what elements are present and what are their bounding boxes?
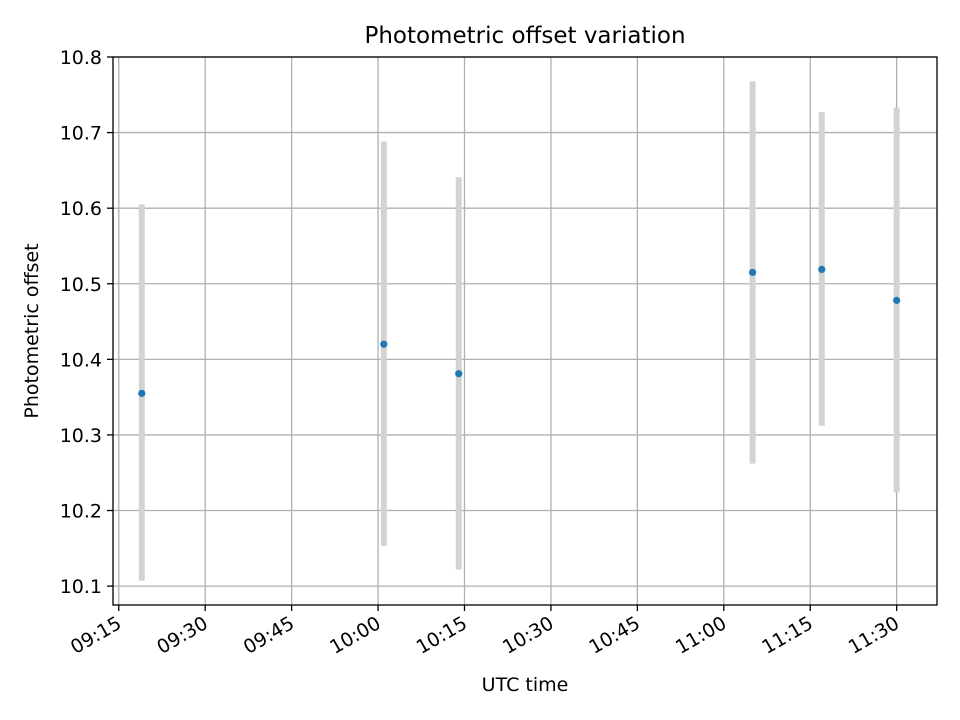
x-tick-label: 10:15 bbox=[413, 612, 471, 658]
x-tick-label: 11:00 bbox=[672, 612, 730, 658]
y-tick-label: 10.7 bbox=[60, 123, 102, 145]
y-tick-label: 10.1 bbox=[60, 576, 102, 598]
data-point bbox=[893, 296, 901, 304]
y-tick-label: 10.6 bbox=[60, 198, 102, 220]
x-tick-label: 09:15 bbox=[67, 612, 125, 658]
x-tick-label: 10:45 bbox=[585, 612, 643, 658]
data-point bbox=[818, 265, 826, 273]
x-axis-label: UTC time bbox=[482, 674, 569, 696]
x-tick-label: 11:15 bbox=[758, 612, 816, 658]
data-point bbox=[138, 389, 146, 397]
y-axis-label: Photometric offset bbox=[21, 243, 43, 418]
plot-frame bbox=[112, 56, 938, 606]
data-point bbox=[380, 340, 388, 348]
data-points bbox=[138, 265, 901, 397]
y-tick-label: 10.3 bbox=[60, 425, 102, 447]
x-tick-label: 10:00 bbox=[326, 612, 384, 658]
data-point bbox=[455, 370, 463, 378]
data-point bbox=[749, 268, 757, 277]
y-tick-label: 10.8 bbox=[60, 47, 102, 69]
y-tick-label: 10.4 bbox=[60, 349, 102, 371]
chart-title: Photometric offset variation bbox=[364, 23, 685, 49]
x-axis-ticks: 09:15 09:30 09:45 10:00 10:15 10:30 10:45 11:00… bbox=[67, 605, 903, 659]
grid bbox=[113, 56, 937, 605]
x-tick-label: 09:45 bbox=[240, 612, 298, 658]
y-tick-label: 10.2 bbox=[60, 501, 102, 523]
x-tick-label: 10:30 bbox=[499, 612, 557, 658]
x-tick-label: 11:30 bbox=[845, 612, 903, 658]
error-bars bbox=[138, 81, 900, 581]
y-tick-label: 10.5 bbox=[60, 274, 102, 296]
x-tick-label: 09:30 bbox=[153, 612, 211, 658]
y-axis-ticks: 10.1 10.2 10.3 10.4 10.5 10.6 10.7 10.8 bbox=[60, 47, 113, 598]
